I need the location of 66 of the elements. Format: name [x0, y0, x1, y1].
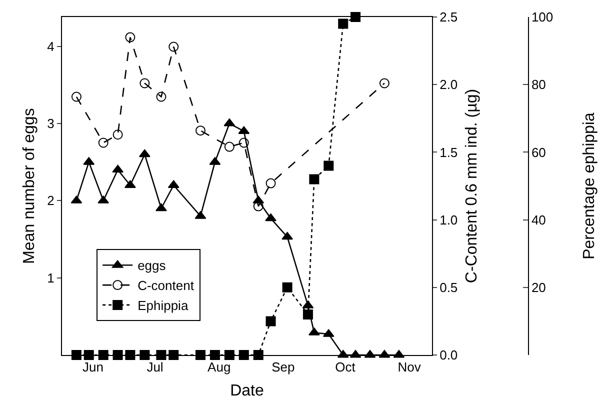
point [71, 92, 82, 102]
point [98, 350, 108, 360]
point [195, 350, 206, 360]
y3-tick-label: 60 [531, 144, 546, 160]
y3-tick-label: 80 [531, 77, 546, 92]
point [282, 232, 294, 240]
point [156, 92, 166, 102]
point [210, 350, 220, 360]
y3-tick-label: 40 [531, 212, 546, 228]
x-axis-title: Date [230, 382, 264, 400]
point [140, 78, 150, 88]
point [140, 350, 150, 360]
y3-tick-label: 100 [531, 10, 554, 25]
y2-axis-title: C-Content 0.6 mm ind. (µg) [463, 88, 480, 284]
point [71, 350, 82, 360]
y-tick-label: 1 [47, 270, 54, 286]
point [379, 78, 390, 88]
point [338, 18, 348, 29]
point [324, 160, 334, 171]
point [238, 138, 249, 148]
point [84, 350, 94, 360]
point [125, 350, 136, 360]
point [238, 350, 249, 360]
point [224, 350, 234, 360]
point [98, 138, 108, 148]
point [309, 174, 320, 184]
point [224, 118, 236, 126]
y-tick-label: 4 [47, 38, 54, 54]
point [125, 32, 136, 42]
y-tick-label: 3 [47, 116, 54, 132]
point [302, 309, 313, 320]
point [112, 130, 123, 140]
x-tick-label: Oct [335, 360, 356, 375]
point [112, 164, 124, 173]
point [156, 203, 167, 212]
y2-tick-label: 0.0 [440, 348, 458, 363]
point [265, 213, 276, 222]
x-tick-label: Sep [272, 360, 295, 375]
point [253, 350, 264, 360]
y-axis-title: Mean number of eggs [21, 108, 38, 264]
y3-tick-label: 20 [531, 280, 546, 295]
point [195, 126, 206, 136]
legend-label: C-content [138, 278, 194, 294]
point [350, 12, 361, 22]
y-tick-label: 2 [47, 193, 54, 208]
point [224, 142, 234, 152]
point [266, 178, 276, 188]
y2-tick-label: 1.5 [440, 144, 458, 160]
point [266, 316, 276, 326]
y2-tick-label: 2.5 [440, 10, 458, 25]
x-tick-label: Jul [146, 360, 164, 375]
x-tick-label: Jun [82, 360, 104, 375]
y2-tick-label: 0.5 [440, 280, 458, 295]
y3-axis-title: Percentage ephippia [580, 112, 598, 260]
point [168, 42, 179, 52]
y2-tick-label: 1.0 [440, 212, 458, 228]
y2-tick-label: 2.0 [440, 77, 458, 92]
point [112, 350, 123, 360]
point [282, 282, 292, 292]
point [168, 350, 179, 360]
point [138, 149, 150, 158]
point [156, 350, 166, 360]
x-tick-label: Nov [398, 360, 422, 375]
x-tick-label: Aug [208, 360, 231, 375]
legend-label: eggs [138, 258, 166, 274]
legend-label: Ephippia [138, 298, 189, 314]
